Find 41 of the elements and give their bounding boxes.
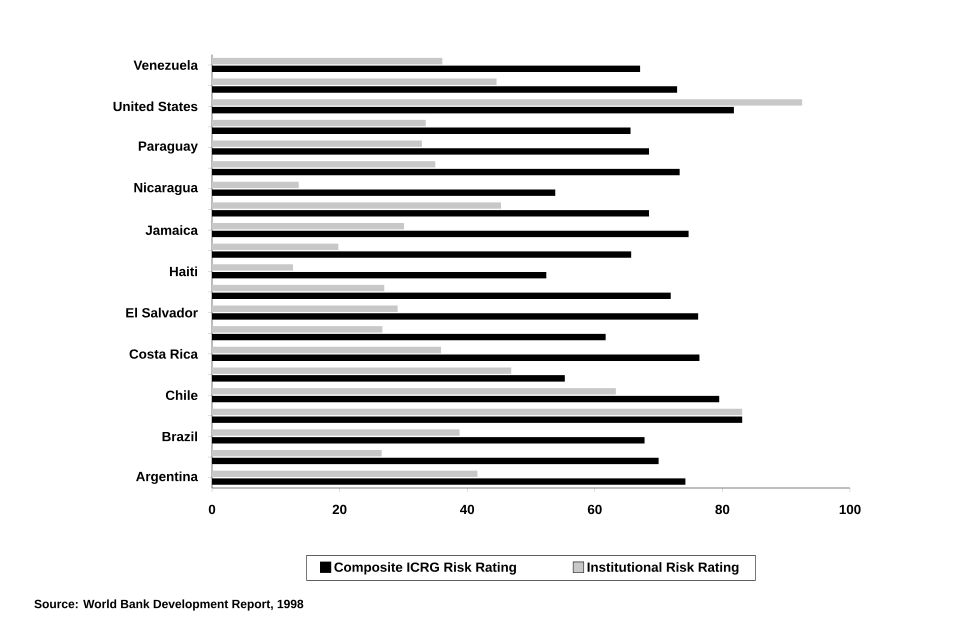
- bar: [212, 264, 294, 271]
- bar: [212, 408, 742, 416]
- legend-label: Composite ICRG Risk Rating: [334, 562, 516, 575]
- x-tick-label: 100: [840, 504, 861, 514]
- y-tick-label: Jamaica: [146, 225, 198, 235]
- y-tick-label: Costa Rica: [130, 348, 198, 359]
- bar: [212, 202, 502, 209]
- x-tick-label: 60: [588, 504, 602, 514]
- bar: [212, 470, 478, 478]
- y-tick-label: El Salvador: [126, 308, 198, 318]
- x-tick-label: 80: [715, 504, 730, 514]
- x-tick-label: 20: [332, 504, 346, 514]
- bar: [212, 78, 497, 85]
- bar: [212, 429, 460, 436]
- x-tick-label: 40: [460, 504, 474, 514]
- bar: [212, 388, 616, 394]
- y-tick-label: Haiti: [170, 266, 198, 276]
- bar: [212, 306, 398, 312]
- source-note: Source: World Bank Development Report, 1998: [34, 599, 304, 611]
- bar: [212, 120, 426, 126]
- y-tick-label: Brazil: [162, 432, 198, 442]
- y-tick-label: Argentina: [136, 471, 198, 484]
- x-tick-label: 0: [208, 504, 216, 514]
- y-tick-label: Venezuela: [134, 60, 198, 70]
- y-tick-label: Nicaragua: [134, 182, 198, 196]
- bar: [212, 326, 382, 333]
- y-tick-label: Paraguay: [138, 142, 198, 154]
- bar: [212, 99, 802, 106]
- bar: [212, 367, 512, 374]
- bar: [212, 346, 442, 354]
- bar: [212, 161, 436, 168]
- bar: [212, 140, 422, 147]
- bar: [212, 244, 338, 250]
- bar: [212, 284, 384, 292]
- bar: [212, 182, 299, 188]
- y-tick-label: Chile: [166, 390, 198, 400]
- bar: [212, 223, 404, 230]
- y-tick-label: United States: [114, 101, 198, 112]
- legend-label: Institutional Risk Rating: [588, 562, 738, 575]
- bar: [212, 450, 382, 456]
- bar: [212, 58, 442, 64]
